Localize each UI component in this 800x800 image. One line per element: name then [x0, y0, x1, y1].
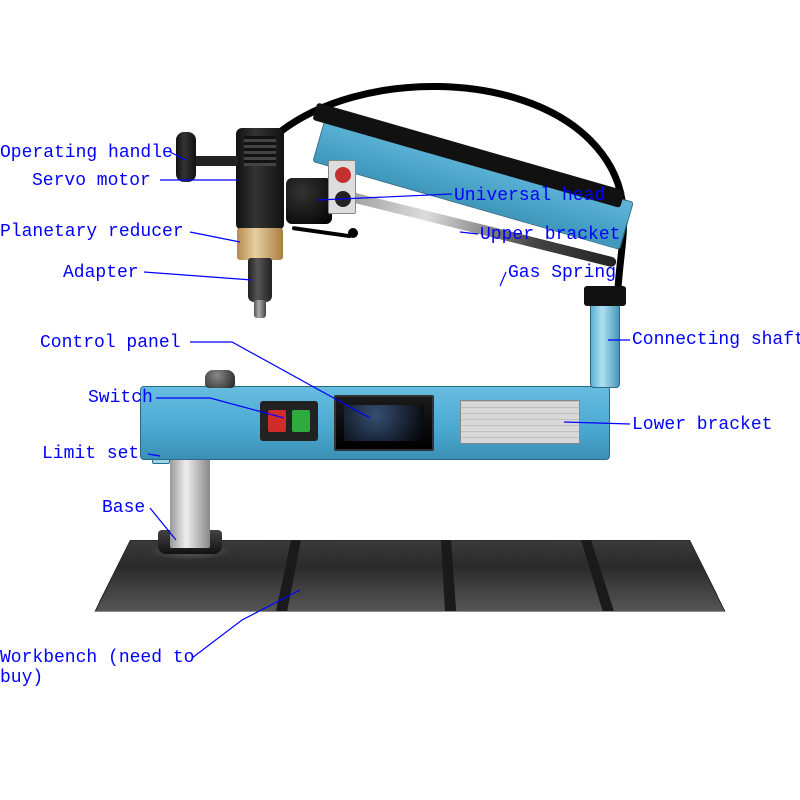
label-switch: Switch	[88, 388, 153, 408]
universal-head	[286, 178, 332, 224]
adapter	[248, 258, 272, 302]
label-upper-bracket: Upper bracket	[480, 225, 620, 245]
operating-handle	[176, 132, 196, 182]
connecting-shaft-cap	[584, 286, 626, 306]
adapter-tip	[254, 300, 266, 318]
label-workbench: Workbench (need to buy)	[0, 648, 200, 688]
pendant-control	[328, 160, 356, 214]
head-lever-knob	[348, 228, 358, 238]
label-control-panel: Control panel	[40, 333, 180, 353]
label-adapter: Adapter	[63, 263, 139, 283]
handle-stem	[192, 156, 238, 166]
connecting-shaft	[590, 300, 620, 388]
planetary-reducer	[237, 228, 283, 260]
switch-red	[268, 410, 286, 432]
head-lever	[292, 226, 352, 238]
label-servo-motor: Servo motor	[32, 171, 151, 191]
label-operating-handle: Operating handle	[0, 143, 173, 163]
label-planetary-reducer: Planetary reducer	[0, 222, 184, 242]
label-gas-spring: Gas Spring	[508, 263, 616, 283]
label-universal-head: Universal head	[454, 186, 605, 206]
nameplate	[460, 400, 580, 444]
label-base: Base	[102, 498, 145, 518]
control-panel-screen	[334, 395, 434, 451]
servo-motor-vent	[244, 136, 276, 166]
switch-green	[292, 410, 310, 432]
label-connecting-shaft: Connecting shaft	[632, 330, 800, 350]
base-column	[170, 448, 210, 548]
label-lower-bracket: Lower bracket	[632, 415, 772, 435]
label-limit-set: Limit set	[42, 444, 139, 464]
knob	[205, 370, 235, 388]
